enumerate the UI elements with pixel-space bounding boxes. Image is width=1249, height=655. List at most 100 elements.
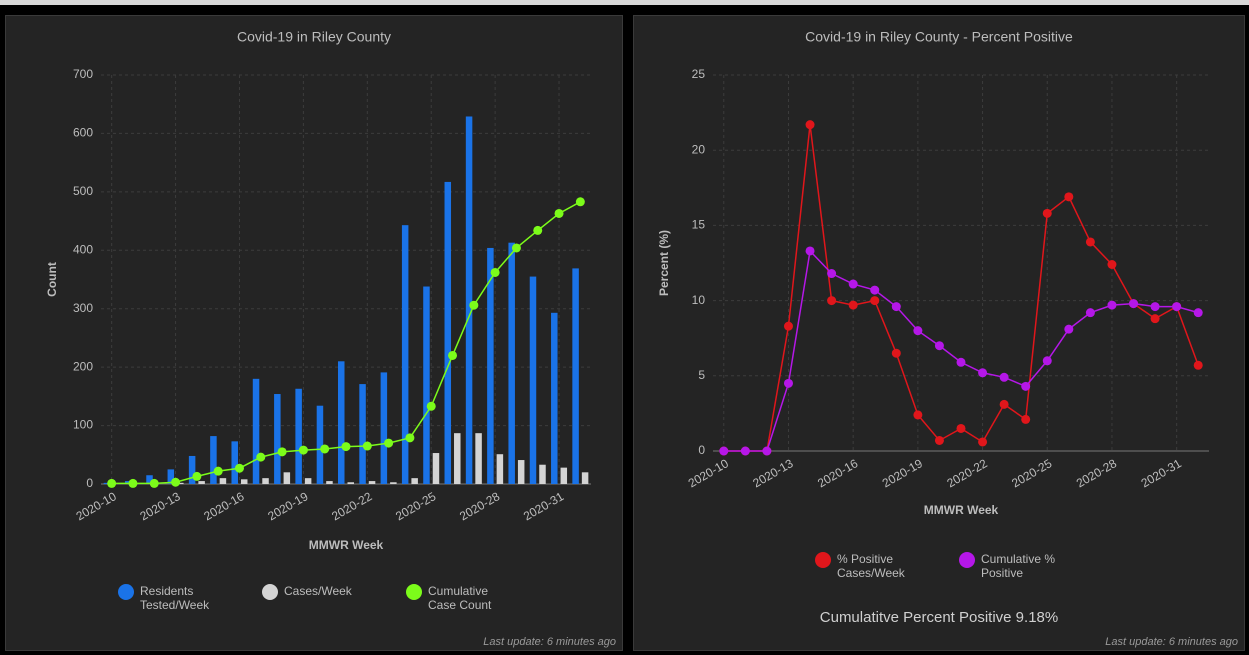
data-point bbox=[1021, 381, 1031, 391]
bar bbox=[572, 268, 579, 484]
chart-panel: Covid-19 in Riley County Count MMWR Week 0 1… bbox=[5, 15, 623, 651]
data-point bbox=[870, 285, 880, 295]
chart: Covid-19 in Riley County Count MMWR Week 0 1… bbox=[45, 29, 616, 648]
y-tick-label: 5 bbox=[698, 368, 705, 382]
legend-label: Cumulative Case Count bbox=[428, 584, 492, 612]
legend-swatch bbox=[118, 584, 134, 600]
x-tick-label: 2020-22 bbox=[329, 489, 374, 523]
data-point bbox=[783, 378, 793, 388]
x-tick-label: 2020-31 bbox=[1139, 456, 1184, 490]
data-point bbox=[448, 350, 458, 360]
x-tick-label: 2020-25 bbox=[1009, 456, 1054, 490]
footer: Last update: 6 minutes ago bbox=[1105, 636, 1238, 648]
top-strip bbox=[0, 0, 1249, 5]
data-point bbox=[1150, 302, 1160, 312]
bar bbox=[252, 378, 260, 484]
chart-panel: Covid-19 in Riley County - Percent Posit… bbox=[633, 15, 1245, 651]
data-point bbox=[256, 452, 266, 462]
bar bbox=[508, 242, 515, 484]
data-point bbox=[554, 208, 564, 218]
data-point bbox=[277, 447, 287, 457]
x-tick-label: 2020-19 bbox=[880, 456, 925, 490]
bar bbox=[475, 433, 482, 484]
x-tick-label: 2020-13 bbox=[138, 489, 183, 523]
data-point bbox=[1085, 308, 1095, 318]
x-tick-label: 2020-22 bbox=[945, 456, 990, 490]
data-point bbox=[511, 243, 521, 253]
legend-item[interactable]: Cumulative % Positive bbox=[959, 552, 1063, 580]
legend: % Positive Cases/Week Cumulative % Positi… bbox=[634, 552, 1244, 580]
bar bbox=[167, 469, 175, 484]
data-point bbox=[805, 246, 815, 256]
legend-item[interactable]: Residents Tested/Week bbox=[118, 584, 222, 612]
data-point bbox=[1085, 237, 1095, 247]
bar bbox=[368, 481, 376, 484]
bar bbox=[551, 312, 558, 484]
data-point bbox=[891, 302, 901, 312]
bar bbox=[465, 116, 473, 484]
x-tick-label: 2020-10 bbox=[74, 489, 119, 523]
series-line bbox=[723, 249, 1199, 452]
data-point bbox=[1193, 308, 1203, 318]
legend-label: % Positive Cases/Week bbox=[837, 552, 905, 580]
data-point bbox=[1193, 360, 1203, 370]
bar bbox=[326, 481, 333, 484]
data-point bbox=[1107, 300, 1117, 310]
data-point bbox=[891, 348, 901, 358]
y-tick-label: 25 bbox=[692, 67, 706, 81]
data-point bbox=[978, 368, 988, 378]
bar bbox=[103, 482, 111, 484]
y-tick-label: 200 bbox=[73, 359, 93, 373]
bar bbox=[210, 436, 217, 484]
data-point bbox=[490, 267, 500, 277]
bar bbox=[517, 460, 525, 484]
legend-swatch bbox=[959, 552, 975, 568]
data-point bbox=[956, 357, 966, 367]
data-point bbox=[1064, 324, 1074, 334]
bar bbox=[401, 225, 409, 484]
x-tick-label: 2020-13 bbox=[750, 456, 795, 490]
bar bbox=[496, 454, 504, 484]
bar bbox=[231, 441, 238, 484]
data-point bbox=[999, 372, 1009, 382]
y-tick-label: 0 bbox=[86, 476, 93, 490]
bar bbox=[347, 482, 354, 484]
data-point bbox=[469, 300, 479, 310]
data-point bbox=[149, 478, 159, 488]
data-point bbox=[783, 321, 793, 331]
y-tick-label: 500 bbox=[73, 184, 93, 198]
data-point bbox=[956, 423, 966, 433]
bar bbox=[581, 472, 589, 484]
legend-item[interactable]: % Positive Cases/Week bbox=[815, 552, 919, 580]
bar bbox=[380, 372, 388, 484]
data-point bbox=[362, 441, 372, 451]
x-axis-label: MMWR Week bbox=[924, 503, 999, 517]
legend-label: Residents Tested/Week bbox=[140, 584, 210, 612]
data-point bbox=[827, 296, 837, 306]
bar bbox=[338, 361, 345, 484]
data-point bbox=[848, 279, 858, 289]
data-point bbox=[234, 463, 244, 473]
data-point bbox=[320, 444, 330, 454]
bar bbox=[124, 481, 132, 484]
chart: Covid-19 in Riley County - Percent Posit… bbox=[657, 29, 1238, 648]
data-point bbox=[426, 401, 436, 411]
legend-swatch bbox=[815, 552, 831, 568]
x-tick-label: 2020-31 bbox=[521, 489, 566, 523]
y-tick-label: 100 bbox=[73, 418, 93, 432]
bar bbox=[529, 276, 537, 484]
data-point bbox=[1042, 208, 1052, 218]
bar bbox=[454, 433, 461, 484]
data-point bbox=[533, 225, 543, 235]
data-point bbox=[298, 445, 308, 455]
data-point bbox=[1042, 356, 1052, 366]
legend-swatch bbox=[262, 584, 278, 600]
legend-item[interactable]: Cases/Week bbox=[262, 584, 366, 612]
y-tick-label: 300 bbox=[73, 301, 93, 315]
bar bbox=[423, 286, 430, 484]
data-point bbox=[913, 410, 923, 420]
legend-item[interactable]: Cumulative Case Count bbox=[406, 584, 510, 612]
x-axis-label: MMWR Week bbox=[309, 538, 384, 552]
data-point bbox=[171, 477, 181, 487]
data-point bbox=[213, 466, 223, 476]
